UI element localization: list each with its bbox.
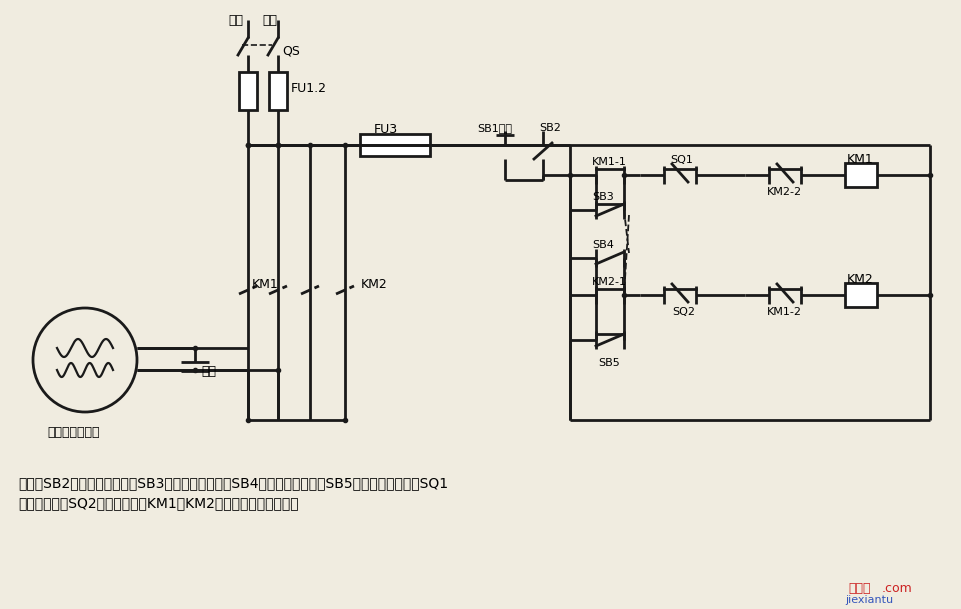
Bar (269, 72, 286, 110)
Text: SB4: SB4 (591, 240, 613, 250)
Bar (238, 72, 257, 110)
Bar (844, 283, 876, 307)
Text: KM2-1: KM2-1 (591, 277, 627, 287)
Text: KM2: KM2 (846, 273, 873, 286)
Text: KM2-2: KM2-2 (766, 187, 801, 197)
Text: 说明：SB2为上升启动按钮，SB3为上升点动按钮，SB4为下降启动按钮，SB5为下降点动按钮；SQ1: 说明：SB2为上升启动按钮，SB3为上升点动按钮，SB4为下降启动按钮，SB5为… (18, 476, 448, 490)
Text: .com: .com (881, 582, 912, 595)
Text: 零线: 零线 (261, 14, 277, 27)
Text: KM1-1: KM1-1 (591, 157, 627, 167)
Text: SB3: SB3 (591, 192, 613, 202)
Text: FU1.2: FU1.2 (290, 82, 327, 95)
Text: 单相电容电动机: 单相电容电动机 (47, 426, 99, 439)
Text: SB2: SB2 (538, 123, 560, 133)
Text: 火线: 火线 (228, 14, 243, 27)
Text: KM1-2: KM1-2 (766, 307, 801, 317)
Text: KM1: KM1 (252, 278, 279, 291)
Text: SB1停止: SB1停止 (477, 123, 511, 133)
Text: 接线图: 接线图 (847, 582, 870, 595)
Text: SB5: SB5 (598, 358, 619, 368)
Text: jiexiantu: jiexiantu (844, 595, 892, 605)
Text: QS: QS (282, 44, 300, 57)
Text: KM1: KM1 (846, 153, 873, 166)
Text: 为最高限位，SQ2为最低限位。KM1、KM2可用中间继电器代替。: 为最高限位，SQ2为最低限位。KM1、KM2可用中间继电器代替。 (18, 496, 298, 510)
Text: SQ1: SQ1 (669, 155, 692, 165)
Text: SQ2: SQ2 (672, 307, 694, 317)
Text: KM2: KM2 (360, 278, 387, 291)
Bar (844, 163, 876, 187)
Text: 电容: 电容 (201, 365, 216, 378)
Text: FU3: FU3 (374, 123, 398, 136)
Bar (359, 134, 430, 156)
